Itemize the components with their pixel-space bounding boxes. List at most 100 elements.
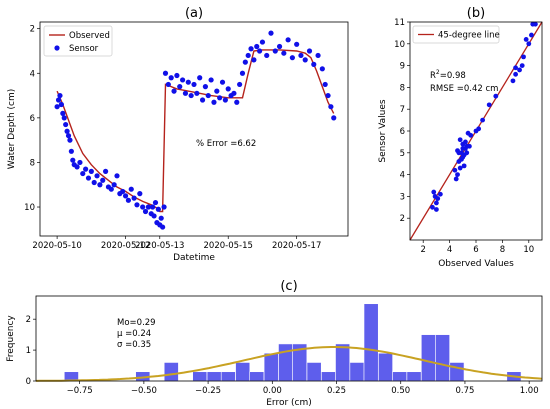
sensor-point [264,52,270,59]
scatter-point [519,63,525,68]
sensor-point [158,215,164,221]
sensor-point [315,52,321,59]
scatter-point [459,156,464,162]
sensor-point [325,92,331,99]
y-tick-label: 6 [30,114,35,124]
sensor-point [328,104,334,110]
sensor-point [70,157,76,163]
scatter-point [434,200,439,206]
legend-sensor-label: Sensor [69,44,99,54]
sensor-point [272,48,278,54]
scatter-point [455,172,460,178]
sensor-point [168,75,174,81]
histogram-bar [335,343,351,382]
sensor-point [131,195,137,201]
panel-b: (b) 2 4 6 8 10 2 3 4 5 6 7 8 9 10 11 Observed Values Sens… [378,6,543,269]
sensor-point [294,41,300,47]
scatter-point [533,21,538,27]
histogram-bar [392,371,408,382]
sensor-point [128,186,134,192]
x-tick-label: 6 [473,245,478,255]
histogram-bar [449,362,465,382]
scatter-point [434,207,439,212]
x-tick-label: 1.00 [520,386,539,396]
scatter-point [467,143,472,149]
sensor-point [142,208,149,215]
y-tick-label: 1 [26,346,31,356]
sensor-point [67,137,73,143]
sensor-point [254,43,260,50]
x-tick-label: 0.00 [263,386,282,396]
legend-sensor-swatch [54,45,60,51]
sensor-point [152,199,159,206]
scatter-point [493,93,499,99]
y-tick-label: 3 [400,192,405,202]
histogram-bar [363,303,379,382]
sensor-point [211,99,217,105]
scatter-point [465,130,471,136]
x-tick-label: 2 [420,245,425,255]
sensor-point [289,55,295,61]
scatter-point [523,37,529,42]
panel-c: (c) −0.75 −0.50 −0.25 0.00 0.25 0.50 0.75 1.00 0 1… [6,279,543,408]
sensor-point [174,72,180,79]
sensor-point [306,48,313,54]
sensor-point [74,164,80,170]
scatter-point [486,102,492,108]
sensor-point [177,84,183,90]
sensor-point [199,97,206,103]
legend-observed-label: Observed [69,31,110,41]
sensor-point [85,175,92,181]
scatter-point [480,117,485,123]
histogram-bar [435,334,450,382]
histogram-bar [406,371,422,382]
x-tick-label: 0.50 [391,386,410,396]
sensor-point [319,66,325,72]
sensor-point [322,81,328,88]
y-tick-label: 6 [400,127,405,137]
sensor-point [214,88,220,94]
sensor-point [245,52,251,59]
sensor-point [83,166,89,172]
sensor-point [285,37,291,43]
sensor-point [162,70,169,76]
sensor-point [202,84,209,90]
x-tick-label: 2020-05-17 [272,241,321,251]
rmse-annotation: RMSE =0.42 cm [430,84,498,94]
scatter-point [510,78,516,84]
sensor-point [237,81,243,88]
sensor-point [111,182,117,188]
scatter-point [461,163,467,169]
sensor-point [145,204,151,210]
y-tick-label: 5 [400,149,405,159]
sensor-point [54,104,60,110]
error-annotation: % Error =6.62 [196,139,256,149]
sensor-point [151,213,157,219]
legend-box [412,25,500,44]
scatter-point [456,150,462,156]
panel-c-frame [35,295,543,382]
sensor-point [122,193,129,199]
sensor-point [248,46,254,52]
sensor-point [302,57,308,63]
scatter-point [452,167,458,173]
sensor-point [60,110,66,116]
sensor-point [91,179,97,186]
histogram-bar [321,371,336,382]
sensor-point [225,86,231,92]
observed-line [56,49,335,213]
x-axis-label: Datetime [173,253,215,263]
histogram-bar [163,362,179,382]
sensor-point [120,188,126,195]
scatter-point [460,146,466,151]
sensor-point [256,48,263,54]
scatter-point [457,137,463,143]
sensor-point [298,52,304,59]
sensor-point [160,224,166,230]
sensor-point [55,97,62,103]
scatter-point [435,196,441,201]
sensor-point [88,168,94,174]
legend-box [43,25,113,57]
scatter-point [513,71,518,77]
